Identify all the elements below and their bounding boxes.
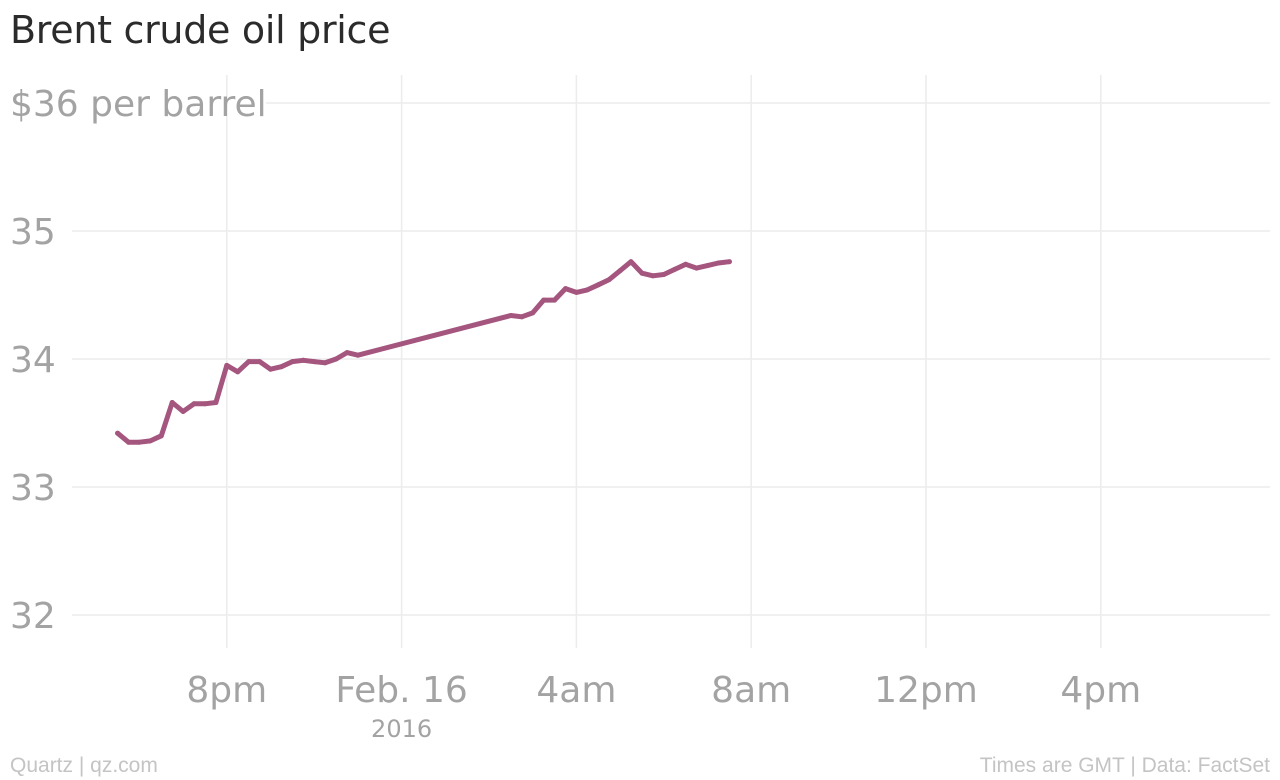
data-point: [584, 287, 590, 293]
data-point: [322, 360, 328, 366]
data-point: [278, 364, 284, 370]
data-point: [224, 362, 230, 368]
x-tick-label: 4pm: [1060, 670, 1141, 711]
data-point: [268, 366, 273, 372]
data-point: [147, 438, 153, 444]
data-point: [530, 310, 536, 316]
x-tick-label: 8am: [711, 670, 791, 711]
data-point: [573, 289, 579, 295]
data-point: [180, 409, 186, 414]
series-group: [115, 259, 732, 445]
x-tick-label: 8pm: [186, 670, 267, 711]
data-point: [136, 439, 142, 445]
y-axis: $36 per barrel 35 34 33 32: [10, 84, 267, 637]
data-point: [246, 359, 252, 365]
data-point: [715, 260, 721, 266]
x-tick-sublabel: 2016: [371, 715, 432, 743]
data-point: [606, 277, 612, 283]
data-point: [595, 282, 601, 288]
data-point: [508, 313, 514, 318]
data-point: [541, 297, 547, 303]
data-point: [552, 297, 557, 303]
y-tick-label: 34: [10, 340, 56, 381]
data-point: [158, 433, 164, 439]
data-point: [639, 270, 645, 276]
data-point: [672, 266, 678, 272]
data-point: [235, 369, 241, 375]
data-point: [705, 263, 710, 269]
data-point: [617, 268, 623, 274]
y-tick-label: $36 per barrel: [10, 84, 267, 125]
y-tick-label: 32: [10, 596, 56, 637]
data-point: [628, 259, 634, 265]
x-tick-label: Feb. 16: [335, 670, 467, 711]
y-tick-label: 35: [10, 212, 56, 253]
series-line: [115, 259, 732, 445]
footer-source: Times are GMT | Data: FactSet: [979, 754, 1270, 777]
data-point: [519, 314, 525, 320]
data-point: [661, 272, 667, 277]
data-point: [289, 359, 295, 365]
data-point: [257, 359, 263, 365]
data-point: [344, 350, 350, 356]
data-point: [694, 265, 700, 271]
footer-credit: Quartz | qz.com: [10, 754, 158, 777]
data-point: [191, 401, 197, 407]
data-point: [311, 359, 317, 365]
x-tick-label: 4am: [536, 670, 616, 711]
data-point: [126, 439, 131, 445]
data-point: [726, 259, 732, 265]
data-point: [202, 401, 208, 407]
data-point: [115, 430, 121, 436]
data-point: [169, 400, 175, 405]
y-tick-label: 33: [10, 468, 56, 509]
data-point: [355, 352, 361, 358]
data-point: [300, 357, 306, 363]
data-point: [563, 286, 568, 292]
x-axis: 8pm Feb. 16 2016 4am 8am 12pm 4pm: [186, 670, 1141, 743]
data-point: [213, 400, 219, 405]
chart-title: Brent crude oil price: [10, 8, 391, 52]
data-point: [650, 273, 656, 279]
data-point: [683, 261, 689, 267]
x-tick-label: 12pm: [874, 670, 978, 711]
gridlines: [72, 75, 1270, 648]
data-point: [333, 356, 339, 362]
